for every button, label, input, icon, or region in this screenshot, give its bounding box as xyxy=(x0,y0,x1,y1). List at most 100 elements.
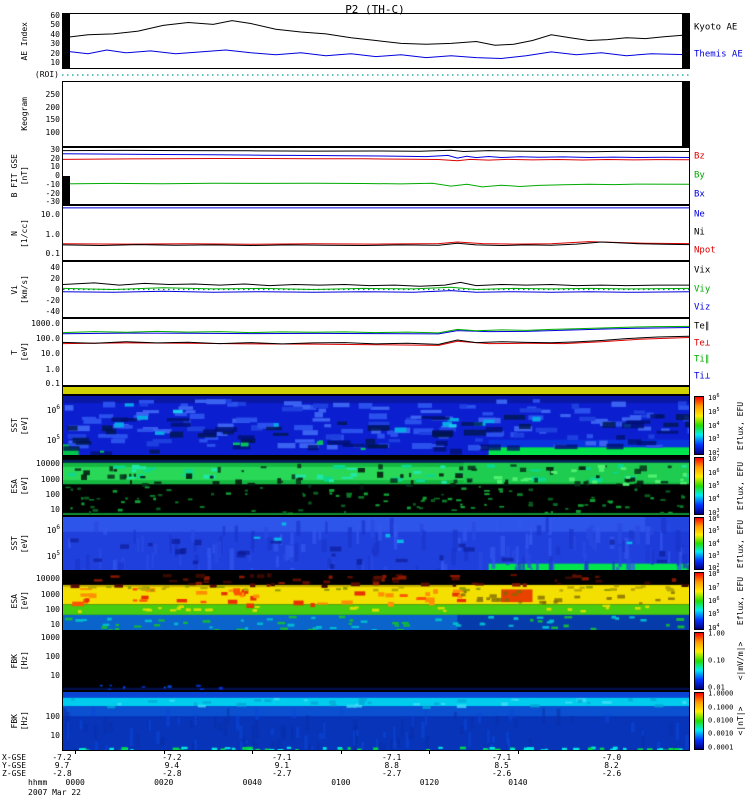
spectrogram-image xyxy=(63,517,689,570)
colorbar-tick-label: 103 xyxy=(708,433,720,444)
y-tick-label: 0 xyxy=(55,171,60,180)
y-tick-label: 20 xyxy=(50,153,60,163)
y-tick-label: 1000 xyxy=(40,474,60,484)
time-axis-tick xyxy=(429,750,431,754)
y-tick-label: -10 xyxy=(45,179,60,189)
series-line xyxy=(62,20,690,46)
date-label: 2007 Mar 22 xyxy=(28,788,81,797)
trace-label: Ti∥ xyxy=(694,354,710,365)
y-tick-label: 10 xyxy=(50,731,60,741)
y-tick-label: 10 xyxy=(50,671,60,681)
y-tick-label: 20 xyxy=(50,48,60,58)
trace-label: Bx xyxy=(694,189,705,200)
ephemeris-value: -7.0 xyxy=(601,753,622,762)
y-tick-label: 100 xyxy=(45,604,60,614)
y-axis-label: Keogram xyxy=(2,82,30,146)
y-tick-label: 10 xyxy=(50,162,60,172)
y-tick-label: 100 xyxy=(45,489,60,499)
y-axis-unit: [Hz] xyxy=(20,651,30,671)
y-axis-title: Vi xyxy=(10,284,20,295)
ephemeris-row-label: Z-GSE xyxy=(2,769,27,778)
spectrogram-image xyxy=(63,632,689,690)
y-tick-label: 0.1 xyxy=(45,249,60,259)
panel-ae-index: 60 50 40 30 20 10 AE Index Kyoto AE Themis AE xyxy=(20,11,743,69)
colorbar-tick-label: 104 xyxy=(708,420,720,430)
y-axis-label: FBK [Hz] xyxy=(2,692,30,750)
colorbar xyxy=(694,632,704,690)
colorbar-tick-label: 0.0100 xyxy=(708,716,734,725)
y-tick-label: 40 xyxy=(50,262,60,272)
y-tick-label: 106 xyxy=(46,404,60,415)
colorbar-tick-label: 104 xyxy=(708,622,720,632)
y-tick-label: 105 xyxy=(46,550,60,562)
colorbar-tick-label: 0.10 xyxy=(708,656,725,665)
time-axis: X-GSE -7.2 -7.2 -7.1 -7.1 -7.1 -7.0 Y-GSE 9.7 9.4… xyxy=(0,750,750,798)
trace-label: Ne xyxy=(694,209,705,220)
colorbar-tick-label: 103 xyxy=(708,550,720,560)
spectrogram-image xyxy=(63,457,689,515)
trace-label: Te⊥ xyxy=(694,338,711,349)
series-line xyxy=(62,241,690,247)
time-tick-label: 0120 xyxy=(419,778,440,787)
trace-label: Npot xyxy=(694,245,716,256)
y-axis-title: B FIT GSE xyxy=(10,154,20,198)
series-plot xyxy=(62,207,690,247)
y-tick-label: 1.0 xyxy=(45,364,60,374)
colorbar-tick-label: 104 xyxy=(708,494,720,504)
ephemeris-value: -2.7 xyxy=(382,769,402,778)
trace-label: Viz xyxy=(694,302,711,313)
y-axis-unit: [eV] xyxy=(20,342,30,362)
y-tick-label: -40 xyxy=(45,306,60,316)
time-axis-tick xyxy=(163,750,165,754)
colorbar-axis-label: <|mV/m|> xyxy=(736,641,745,681)
panel-esa-ion-spectrogram: 10000 1000 100 10 ESA [eV] 107 106 105 104 103 Eflu… xyxy=(10,455,745,517)
colorbar-tick-label: 106 xyxy=(708,393,720,403)
y-axis-unit: [eV] xyxy=(20,415,30,436)
panel-keogram: 250 200 150 100 Keogram xyxy=(20,81,690,147)
trace-label: Ni xyxy=(694,227,705,238)
colorbar-tick-label: 0.0010 xyxy=(708,729,734,738)
series-line xyxy=(62,327,690,335)
time-axis-tick xyxy=(252,750,254,754)
colorbar-tick-label: 107 xyxy=(708,454,720,464)
spectrogram-image xyxy=(63,572,689,630)
colorbar xyxy=(694,457,704,515)
y-tick-label: 100 xyxy=(45,128,60,138)
trace-label: By xyxy=(694,170,705,181)
series-plot xyxy=(62,74,690,76)
y-axis-label: AE Index xyxy=(2,14,30,68)
y-axis-label: FBK [Hz] xyxy=(2,632,30,690)
time-axis-unit-label: hhmm xyxy=(28,778,48,787)
y-axis-title: ESA xyxy=(10,478,20,494)
y-tick-label: 10 xyxy=(50,620,60,630)
y-axis-label: N [1/cc] xyxy=(2,206,30,260)
series-plot xyxy=(62,281,690,293)
y-tick-label: 105 xyxy=(46,433,60,445)
y-tick-label: -20 xyxy=(45,188,60,198)
y-axis-title: SST xyxy=(10,418,20,433)
y-tick-label: -30 xyxy=(45,197,60,207)
colorbar-tick-label: 106 xyxy=(708,467,720,477)
colorbar-tick-label: 1.0000 xyxy=(708,689,734,698)
left-label: (ROI) xyxy=(34,70,59,79)
y-tick-label: 250 xyxy=(45,89,60,99)
colorbar-tick-label: 105 xyxy=(708,526,720,536)
time-tick-label: 0020 xyxy=(154,778,174,787)
y-tick-label: 50 xyxy=(50,20,60,30)
y-tick-label: -20 xyxy=(45,295,60,305)
y-tick-label: 1000.0 xyxy=(31,318,60,328)
spectrogram-image xyxy=(63,692,689,750)
y-axis-unit: [eV] xyxy=(20,476,30,496)
colorbar-tick-label: 1.00 xyxy=(708,629,725,638)
data-gap-bar xyxy=(63,14,70,68)
ephemeris-value: -2.6 xyxy=(601,769,622,778)
trace-label: Kyoto AE xyxy=(694,22,738,32)
colorbar-tick-label: 105 xyxy=(708,406,720,417)
ephemeris-value: -7.1 xyxy=(382,753,402,762)
y-tick-label: 150 xyxy=(45,115,60,125)
series-line xyxy=(62,290,690,293)
y-axis-title: ESA xyxy=(10,593,20,609)
y-tick-label: 1000 xyxy=(40,632,60,642)
colorbar-axis-label: Eflux, EFU xyxy=(736,519,745,568)
trace-label: Ti⊥ xyxy=(694,371,711,382)
